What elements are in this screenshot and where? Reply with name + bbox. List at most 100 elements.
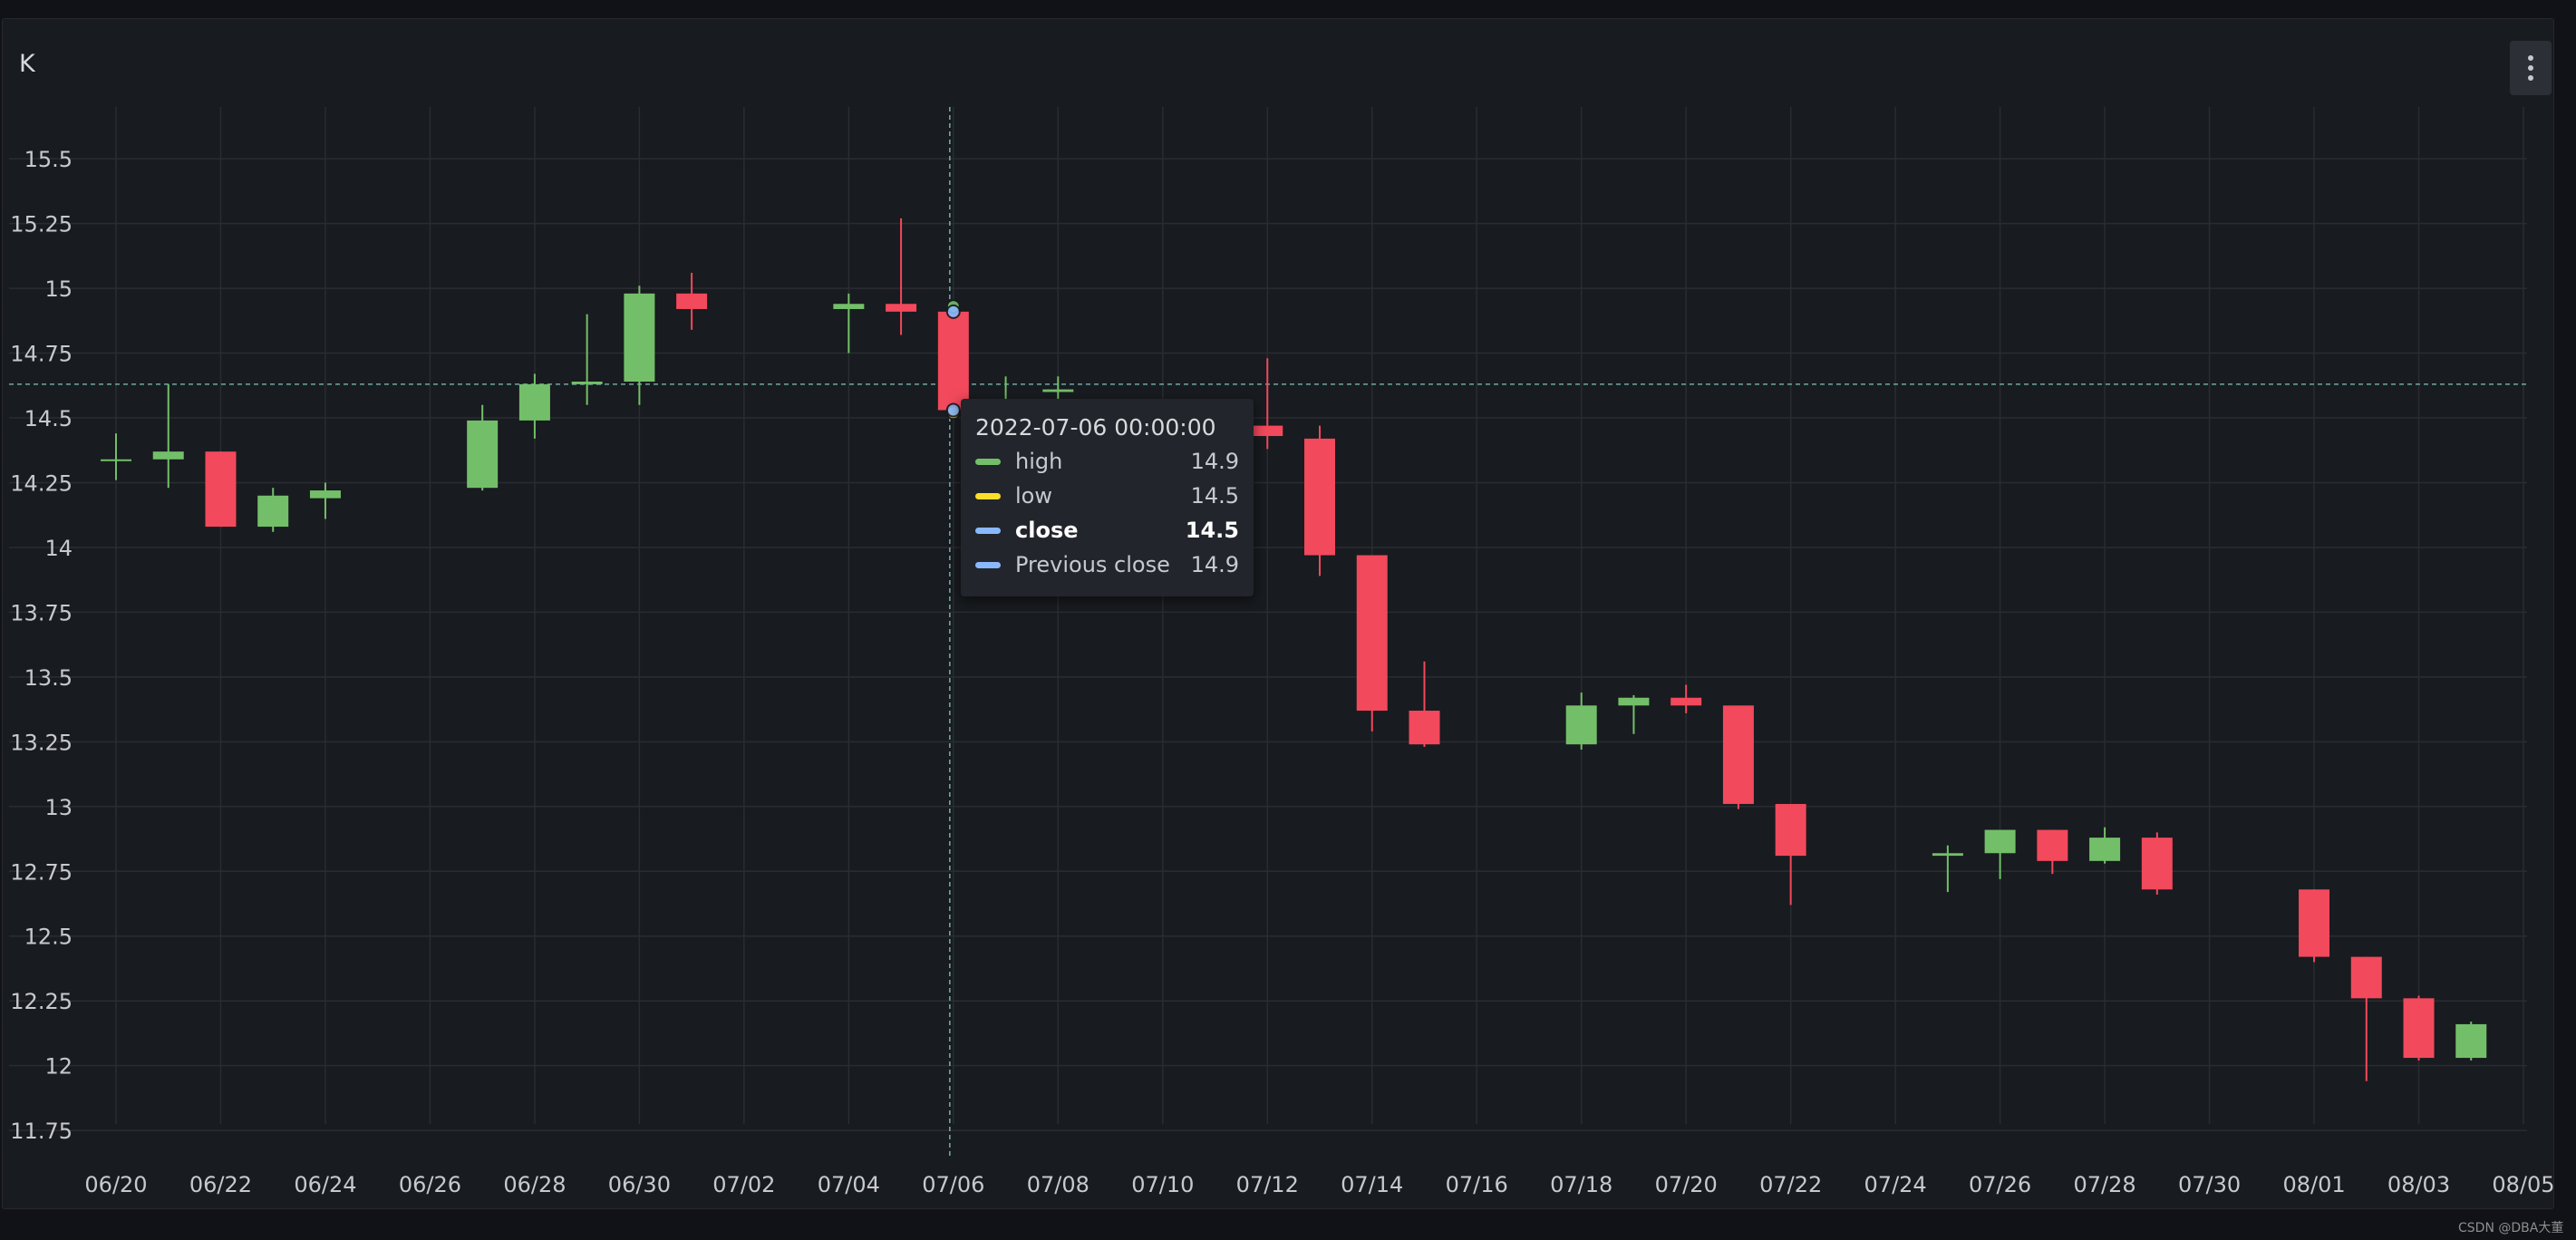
candle-body <box>833 304 865 309</box>
candle[interactable] <box>518 373 550 439</box>
x-tick-label: 06/26 <box>399 1172 461 1197</box>
y-tick-label: 14.75 <box>10 342 73 367</box>
candle[interactable] <box>2037 829 2068 875</box>
x-tick-label: 06/24 <box>294 1172 356 1197</box>
x-tick-label: 07/30 <box>2178 1172 2241 1197</box>
y-tick-label: 14.5 <box>24 406 73 431</box>
candle[interactable] <box>1304 425 1335 576</box>
y-tick-label: 14.25 <box>10 470 73 496</box>
x-tick-label: 07/06 <box>922 1172 984 1197</box>
candle[interactable] <box>1671 684 1702 713</box>
candle[interactable] <box>833 293 865 354</box>
x-tick-label: 07/10 <box>1131 1172 1194 1197</box>
x-tick-label: 07/16 <box>1446 1172 1508 1197</box>
candle[interactable] <box>937 306 969 413</box>
y-tick-label: 13 <box>44 795 73 820</box>
panel-menu-icon[interactable] <box>2510 41 2552 95</box>
y-tick-label: 12 <box>44 1054 73 1080</box>
candle-body <box>624 293 655 383</box>
candle-body <box>1565 705 1597 745</box>
x-tick-label: 07/26 <box>1969 1172 2031 1197</box>
tooltip-row-label: Previous close <box>1015 552 1170 577</box>
candle[interactable] <box>676 272 708 330</box>
y-tick-label: 13.75 <box>10 600 73 625</box>
candle[interactable] <box>1722 705 1754 809</box>
y-tick-label: 12.25 <box>10 989 73 1014</box>
x-tick-label: 07/08 <box>1027 1172 1089 1197</box>
x-axis: 06/20 06/22 06/24 06/26 06/28 06/30 07/02 07/04… <box>84 1172 2554 1197</box>
candle[interactable] <box>1356 555 1388 731</box>
grid-lines <box>9 107 2527 1131</box>
y-tick-label: 12.75 <box>10 859 73 885</box>
series-swatch-icon <box>975 527 1001 534</box>
tooltip-row: Previous close 14.9 <box>975 547 1239 582</box>
candle-body <box>2455 1023 2487 1059</box>
x-tick-label: 07/28 <box>2074 1172 2136 1197</box>
y-tick-label: 14 <box>44 536 73 561</box>
candle-body <box>152 451 184 460</box>
candle-body <box>205 451 237 528</box>
candle-body <box>1304 438 1335 556</box>
x-tick-label: 07/22 <box>1759 1172 1822 1197</box>
candle[interactable] <box>624 286 655 405</box>
tooltip-row-label: high <box>1015 449 1063 474</box>
candle-body <box>467 420 499 489</box>
panel-title: K <box>19 50 35 78</box>
candle-body <box>518 383 550 421</box>
tooltip-row: close 14.5 <box>975 513 1239 547</box>
x-tick-label: 08/05 <box>2492 1172 2554 1197</box>
candle[interactable] <box>2455 1022 2487 1061</box>
candle[interactable] <box>2299 889 2330 963</box>
candle-body <box>2299 889 2330 957</box>
series-swatch-icon <box>975 458 1001 465</box>
watermark: CSDN @DBA大董 <box>2458 1221 2564 1235</box>
candle[interactable] <box>257 488 289 532</box>
candle-body <box>886 304 917 312</box>
candle-body <box>1356 555 1388 712</box>
hover-markers <box>945 299 961 421</box>
candle[interactable] <box>101 433 131 480</box>
candle[interactable] <box>205 451 237 528</box>
candle[interactable] <box>2350 956 2382 1081</box>
candle[interactable] <box>152 383 184 489</box>
tooltip: 2022-07-06 00:00:00 high 14.9 low 14.5 close… <box>961 399 1254 596</box>
candle[interactable] <box>571 314 603 405</box>
candle[interactable] <box>1252 358 1283 450</box>
candle-body <box>571 382 603 384</box>
hover-marker <box>945 402 961 418</box>
tooltip-row-value: 14.5 <box>1190 483 1239 509</box>
candle[interactable] <box>309 482 341 519</box>
candle[interactable] <box>886 218 917 335</box>
candles[interactable] <box>101 218 2487 1081</box>
candle[interactable] <box>467 404 499 491</box>
tooltip-row-value: 14.5 <box>1185 518 1239 543</box>
candle[interactable] <box>2403 995 2435 1061</box>
candle[interactable] <box>2141 832 2173 895</box>
candle[interactable] <box>1409 661 1440 748</box>
candle[interactable] <box>1775 803 1806 906</box>
tooltip-row-value: 14.9 <box>1190 449 1239 474</box>
y-tick-label: 13.25 <box>10 730 73 755</box>
candle-body <box>2350 956 2382 999</box>
candle-body <box>937 311 969 411</box>
candle-body <box>1932 853 1963 857</box>
candle[interactable] <box>1618 694 1650 734</box>
y-tick-label: 15.25 <box>10 212 73 237</box>
x-tick-label: 07/02 <box>712 1172 775 1197</box>
candle[interactable] <box>1565 693 1597 750</box>
candle-body <box>1042 389 1074 392</box>
candle-body <box>1618 697 1650 706</box>
x-tick-label: 06/30 <box>608 1172 671 1197</box>
candle[interactable] <box>1932 845 1963 893</box>
x-tick-label: 07/18 <box>1550 1172 1612 1197</box>
y-tick-label: 11.75 <box>10 1119 73 1144</box>
candle[interactable] <box>1984 829 2016 879</box>
tooltip-row-value: 14.9 <box>1190 552 1239 577</box>
candle-body <box>2037 829 2068 861</box>
candle[interactable] <box>2089 827 2121 864</box>
tooltip-row: low 14.5 <box>975 479 1239 513</box>
x-tick-label: 06/28 <box>503 1172 566 1197</box>
tooltip-row-label: low <box>1015 483 1052 509</box>
candle-body <box>1775 803 1806 857</box>
